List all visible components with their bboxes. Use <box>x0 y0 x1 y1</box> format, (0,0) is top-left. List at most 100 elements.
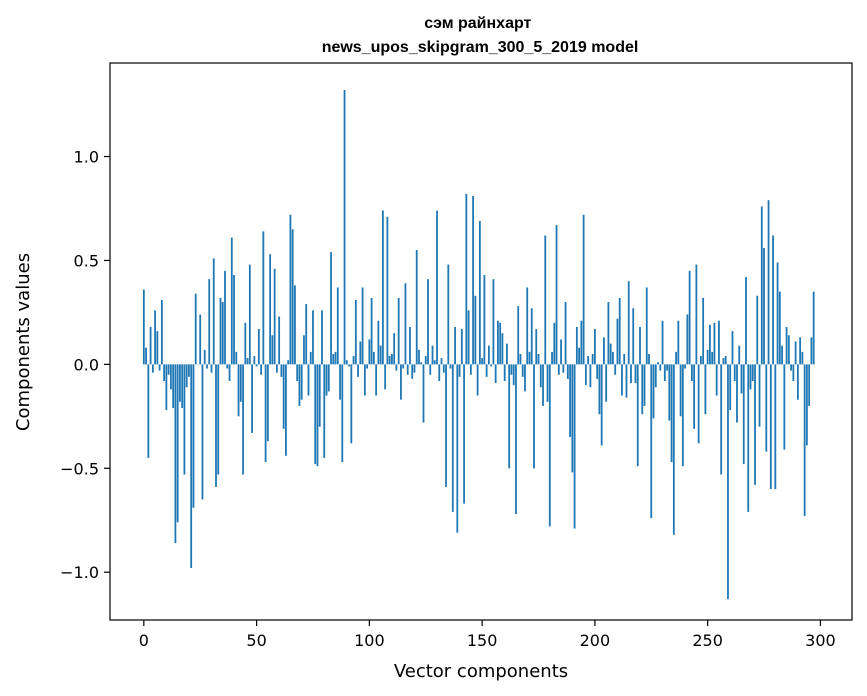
bar <box>582 214 585 365</box>
bar <box>663 364 666 381</box>
bar <box>724 356 727 365</box>
bar <box>474 295 477 365</box>
bar <box>553 322 556 365</box>
bar <box>181 364 184 409</box>
bar <box>221 302 224 365</box>
bar <box>718 320 720 365</box>
bar <box>219 297 222 365</box>
bar <box>760 206 763 365</box>
bar <box>519 353 522 365</box>
bar <box>487 345 490 365</box>
bar <box>298 364 301 406</box>
bar <box>451 364 454 512</box>
bar <box>402 364 405 369</box>
bar <box>467 310 470 365</box>
chart-title: сэм райнхарт news_upos_skipgram_300_5_20… <box>322 15 639 56</box>
bar <box>289 214 292 365</box>
y-tick-label: 0.0 <box>74 355 99 374</box>
bar <box>397 297 400 365</box>
bar <box>600 364 603 446</box>
bar <box>603 337 605 365</box>
bar <box>188 364 190 377</box>
bar <box>316 364 319 467</box>
x-axis-title: Vector components <box>394 661 568 682</box>
bar <box>756 295 759 365</box>
bar <box>551 351 553 365</box>
bar <box>812 291 815 365</box>
bar <box>521 364 524 377</box>
bar <box>542 364 544 406</box>
bar <box>587 356 590 365</box>
bar <box>406 364 409 375</box>
bar <box>616 318 619 365</box>
bar <box>702 297 705 365</box>
bar <box>512 364 515 386</box>
bar <box>354 299 357 365</box>
bar <box>215 364 217 487</box>
bar <box>388 356 391 365</box>
bar <box>458 364 461 377</box>
bar <box>697 364 700 444</box>
bar <box>706 349 709 365</box>
bar <box>445 364 447 487</box>
bar <box>384 364 387 390</box>
bar <box>411 364 414 379</box>
bar <box>711 351 714 365</box>
bar <box>614 364 617 375</box>
bar <box>729 364 732 411</box>
bar <box>226 364 229 369</box>
bar <box>257 329 260 365</box>
bar <box>375 364 378 396</box>
bar <box>262 231 265 365</box>
bar <box>492 279 495 365</box>
bar <box>251 364 253 433</box>
bar <box>539 364 542 388</box>
bar <box>185 364 188 388</box>
bar <box>420 362 423 365</box>
bar <box>731 331 734 365</box>
bar <box>566 364 569 379</box>
bar <box>307 364 310 396</box>
bar <box>413 364 416 373</box>
bar <box>749 364 752 390</box>
bar <box>607 302 610 365</box>
bar <box>469 364 472 375</box>
bar <box>266 364 269 442</box>
bar <box>264 364 267 463</box>
bar <box>661 320 664 365</box>
bar <box>537 353 540 365</box>
bar <box>305 304 308 365</box>
bar <box>372 351 375 365</box>
bar <box>478 220 481 365</box>
bar <box>801 351 804 365</box>
bar <box>526 287 529 365</box>
bar <box>648 353 650 365</box>
bar <box>483 274 486 365</box>
bar <box>747 364 750 512</box>
bar <box>350 364 353 444</box>
bar <box>456 364 459 533</box>
bar <box>280 364 283 377</box>
bar <box>165 364 168 411</box>
bar <box>715 364 718 396</box>
bar <box>212 258 215 365</box>
bar <box>796 364 799 400</box>
bar <box>641 364 644 415</box>
bar <box>686 314 689 365</box>
bar <box>318 364 321 427</box>
bar <box>533 364 535 469</box>
bar <box>688 270 691 365</box>
bar <box>366 364 368 369</box>
bar <box>645 287 648 365</box>
bar <box>623 353 626 365</box>
bar <box>379 345 382 365</box>
bar <box>580 320 583 365</box>
bar <box>485 364 488 377</box>
bar <box>278 316 281 365</box>
bar <box>454 326 456 365</box>
bar <box>291 229 294 365</box>
bar <box>246 358 249 365</box>
bar <box>230 237 233 365</box>
bar <box>239 364 242 402</box>
